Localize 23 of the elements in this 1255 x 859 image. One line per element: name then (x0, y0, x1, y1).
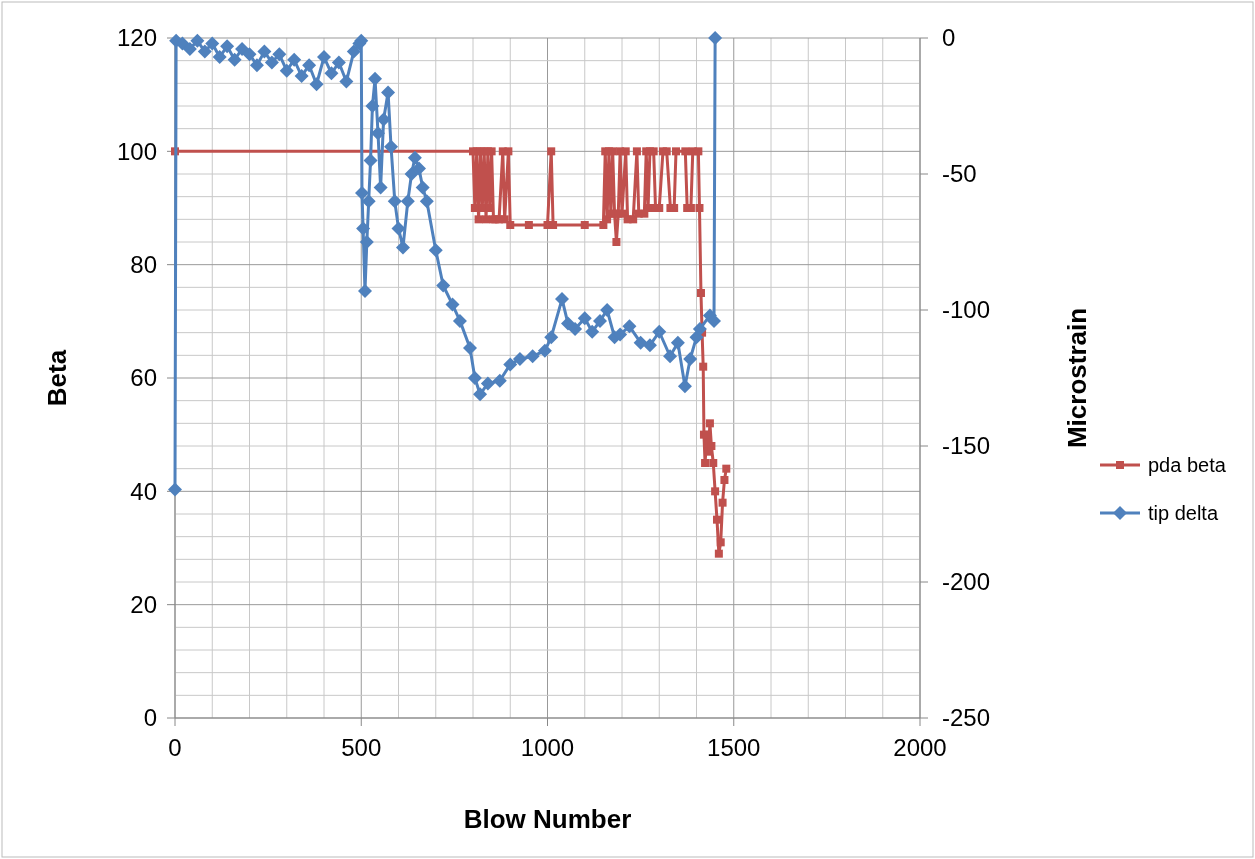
y-tick-label: 100 (116, 137, 157, 165)
legend-label: pda beta (1148, 454, 1227, 476)
y2-tick-label: -100 (942, 296, 991, 324)
legend-label: tip delta (1148, 502, 1219, 524)
y2-tick-label: -200 (942, 568, 991, 596)
y2-tick-label: -50 (942, 160, 977, 188)
y-tick-label: 120 (116, 24, 157, 52)
y2-axis-title: Microstrain (1062, 307, 1092, 449)
x-tick-label: 2000 (893, 734, 947, 761)
x-tick-label: 0 (168, 734, 182, 761)
y2-tick-label: -150 (942, 432, 991, 460)
y-axis-title: Beta (42, 349, 72, 407)
y-tick-label: 80 (130, 251, 157, 279)
y2-tick-label: -250 (942, 704, 991, 732)
x-tick-label: 1000 (520, 734, 575, 761)
y2-tick-label: 0 (942, 24, 956, 52)
x-axis-title: Blow Number (463, 804, 632, 834)
x-tick-label: 1500 (707, 734, 761, 761)
y-tick-label: 60 (130, 364, 157, 392)
y-tick-label: 0 (143, 704, 157, 732)
x-tick-label: 500 (341, 734, 382, 761)
y-tick-label: 40 (130, 477, 157, 505)
y-tick-label: 20 (130, 591, 157, 619)
